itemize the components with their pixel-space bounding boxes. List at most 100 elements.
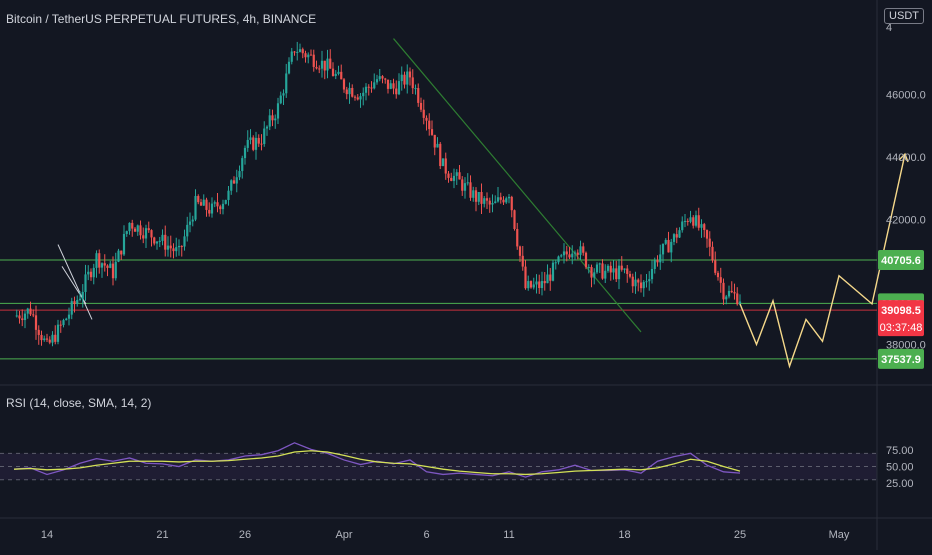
- candle-body: [411, 77, 414, 89]
- candle-body: [598, 263, 601, 265]
- candle-body: [485, 198, 489, 201]
- candle-body: [474, 190, 478, 202]
- candle-body: [507, 196, 511, 199]
- candle-body: [293, 51, 296, 53]
- candle-body: [150, 230, 153, 238]
- candle-body: [733, 292, 736, 294]
- candle-body: [505, 198, 508, 203]
- rsi-tick-label: 50.00: [886, 462, 914, 474]
- candle-body: [59, 324, 62, 326]
- candle-body: [705, 229, 709, 239]
- candle-body: [23, 313, 27, 321]
- candle-body: [87, 271, 90, 275]
- candle-body: [164, 234, 167, 250]
- candle-body: [216, 202, 219, 207]
- time-tick-label: 14: [41, 529, 53, 541]
- candle-body: [100, 263, 104, 268]
- candle-body: [417, 88, 420, 103]
- candle-body: [584, 252, 588, 268]
- candle-body: [408, 71, 412, 78]
- candle-body: [711, 246, 714, 261]
- candle-body: [461, 179, 464, 191]
- candle-body: [535, 281, 538, 285]
- candle-body: [466, 182, 469, 184]
- candle-body: [617, 265, 621, 280]
- candle-body: [406, 71, 409, 85]
- candle-body: [45, 338, 49, 340]
- level-price-tag-bg: [878, 348, 924, 369]
- candle-body: [274, 118, 277, 121]
- candle-body: [142, 235, 145, 239]
- candle-body: [95, 253, 98, 268]
- candle-body: [29, 308, 32, 315]
- candle-body: [477, 191, 480, 202]
- candle-body: [62, 320, 65, 326]
- candle-body: [483, 198, 486, 204]
- candle-body: [37, 329, 40, 335]
- candle-body: [659, 254, 662, 263]
- chart-title: Bitcoin / TetherUS PERPETUAL FUTURES, 4h…: [6, 12, 317, 26]
- candle-body: [491, 203, 494, 205]
- candle-body: [631, 276, 634, 287]
- candle-body: [98, 253, 101, 268]
- candle-body: [430, 129, 434, 135]
- candle-body: [650, 269, 654, 280]
- candle-body: [106, 265, 109, 268]
- candle-body: [246, 139, 249, 148]
- projection-arrowhead: [898, 152, 909, 163]
- candle-body: [175, 247, 178, 252]
- candle-body: [419, 102, 423, 110]
- candle-body: [213, 202, 216, 204]
- candle-body: [444, 158, 447, 174]
- candle-body: [238, 171, 241, 178]
- trendline: [393, 38, 642, 333]
- candle-body: [436, 143, 439, 148]
- candle-body: [210, 203, 214, 214]
- candle-body: [208, 209, 211, 214]
- candle-body: [120, 250, 123, 255]
- candle-body: [389, 83, 392, 89]
- candle-body: [260, 143, 263, 145]
- candle-body: [381, 76, 384, 79]
- candle-body: [56, 324, 60, 342]
- candle-body: [397, 81, 401, 95]
- candle-body: [428, 120, 431, 130]
- candle-body: [131, 222, 134, 229]
- candle-body: [568, 254, 571, 258]
- candle-body: [202, 199, 205, 206]
- candle-body: [329, 58, 332, 69]
- candle-countdown: 03:37:48: [880, 322, 923, 334]
- level-price-tag-bg: [878, 249, 924, 270]
- currency-button[interactable]: USDT: [884, 8, 924, 24]
- candle-body: [433, 134, 436, 148]
- candle-body: [700, 224, 703, 228]
- rsi-ma-line: [13, 450, 741, 476]
- candle-body: [645, 281, 648, 283]
- candle-body: [147, 228, 150, 231]
- candle-body: [458, 172, 461, 180]
- candle-body: [331, 68, 335, 76]
- candle-body: [595, 264, 599, 273]
- candle-body: [323, 60, 326, 71]
- candle-body: [21, 318, 24, 321]
- candle-body: [279, 95, 282, 104]
- candle-body: [447, 173, 450, 178]
- candle-body: [364, 86, 368, 93]
- time-tick-label: 26: [239, 529, 251, 541]
- candle-body: [345, 89, 348, 95]
- candle-body: [230, 180, 233, 191]
- candle-body: [626, 268, 629, 274]
- candle-body: [502, 199, 505, 203]
- candle-body: [422, 109, 425, 118]
- time-tick-label: 21: [156, 529, 168, 541]
- price-tick-label: 42000.0: [886, 215, 926, 227]
- candle-body: [191, 219, 194, 222]
- rsi-indicator-label[interactable]: RSI (14, close, SMA, 14, 2): [6, 396, 152, 410]
- candle-body: [579, 246, 582, 255]
- candle-body: [549, 274, 552, 281]
- candle-body: [675, 234, 678, 238]
- candle-body: [32, 314, 35, 316]
- candle-body: [78, 298, 82, 300]
- candle-body: [89, 271, 93, 278]
